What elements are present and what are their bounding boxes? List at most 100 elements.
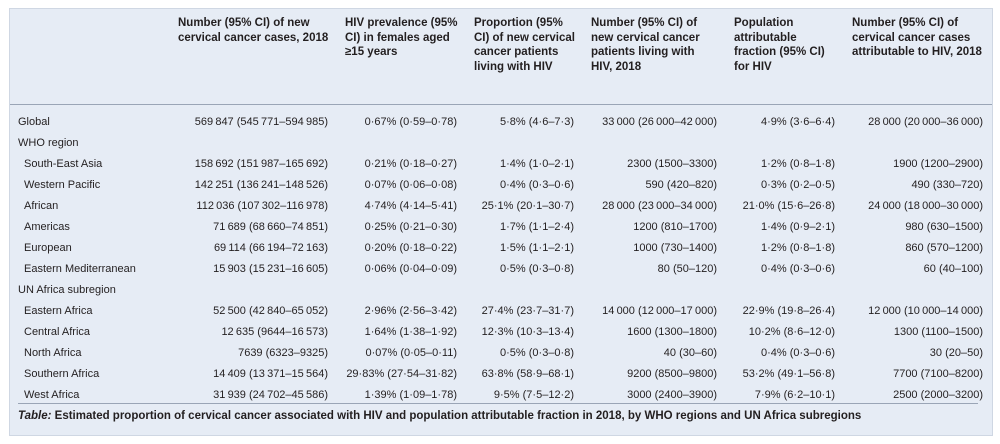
row-label: WHO region	[18, 136, 79, 149]
table-cell: 7700 (7100–8200)	[893, 367, 983, 380]
table-cell: 53·2% (49·1–56·8)	[742, 367, 835, 380]
table-cell: 5·8% (4·6–7·3)	[500, 115, 574, 128]
table-cell	[337, 132, 466, 153]
table-cell: 60 (40–100)	[923, 262, 983, 275]
table-cell: 40 (30–60)	[663, 346, 717, 359]
table-cell: 158 692 (151 987–165 692)	[194, 157, 328, 170]
table-cell: 14 000 (12 000–17 000)	[602, 304, 717, 317]
table-cell	[583, 279, 726, 300]
table-cell: 1·2% (0·8–1·8)	[761, 241, 835, 254]
table-cell: 569 847 (545 771–594 985)	[194, 115, 328, 128]
table-cell: 0·3% (0·2–0·5)	[761, 178, 835, 191]
table-cell: 3000 (2400–3900)	[627, 388, 717, 401]
table-cell	[844, 279, 992, 300]
table-header: Number (95% CI) of new cervical cancer c…	[10, 9, 992, 105]
table-cell: 10·2% (8·6–12·0)	[748, 325, 835, 338]
row-label: Western Pacific	[24, 178, 101, 191]
table-caption: Table: Estimated proportion of cervical …	[18, 403, 978, 423]
table-cell: 1600 (1300–1800)	[627, 325, 717, 338]
table-row: African 112 036 (107 302–116 978) 4·74% (4…	[10, 195, 992, 216]
table-cell: 21·0% (15·6–26·8)	[742, 199, 835, 212]
table-cell: 30 (20–50)	[929, 346, 983, 359]
row-label: North Africa	[24, 346, 82, 359]
table-cell	[466, 132, 583, 153]
data-table: Number (95% CI) of new cervical cancer c…	[10, 9, 992, 405]
table-cell: 0·25% (0·21–0·30)	[364, 220, 457, 233]
table-cell: 1900 (1200–2900)	[893, 157, 983, 170]
header-cell-hiv-prevalence: HIV prevalence (95% CI) in females aged …	[337, 9, 466, 105]
table-cell: 63·8% (58·9–68·1)	[481, 367, 574, 380]
table-cell: 1300 (1100–1500)	[893, 325, 983, 338]
table-cell: 31 939 (24 702–45 586)	[213, 388, 328, 401]
row-label: European	[24, 241, 72, 254]
table-cell: 980 (630–1500)	[905, 220, 983, 233]
table-cell: 33 000 (26 000–42 000)	[602, 115, 717, 128]
table-cell: 7·9% (6·2–10·1)	[754, 388, 835, 401]
table-cell: 12 635 (9644–16 573)	[221, 325, 328, 338]
header-cell-attributable-fraction: Population attributable fraction (95% CI…	[726, 9, 844, 105]
table-row: European 69 114 (66 194–72 163) 0·20% (0·1…	[10, 237, 992, 258]
table-cell: 4·74% (4·14–5·41)	[364, 199, 457, 212]
table-cell: 7639 (6323–9325)	[238, 346, 328, 359]
table-row: North Africa 7639 (6323–9325) 0·07% (0·05–…	[10, 342, 992, 363]
table-cell: 1·7% (1·1–2·4)	[500, 220, 574, 233]
table-cell: 0·4% (0·3–0·6)	[500, 178, 574, 191]
table-row: Eastern Mediterranean 15 903 (15 231–16 6…	[10, 258, 992, 279]
table-cell: 0·21% (0·18–0·27)	[364, 157, 457, 170]
row-label: Eastern Africa	[24, 304, 93, 317]
table-cell: 9200 (8500–9800)	[627, 367, 717, 380]
table-cell: 71 689 (68 660–74 851)	[213, 220, 328, 233]
table-row: Americas 71 689 (68 660–74 851) 0·25% (0·2…	[10, 216, 992, 237]
table-cell: 0·4% (0·3–0·6)	[761, 262, 835, 275]
table-cell: 142 251 (136 241–148 526)	[194, 178, 328, 191]
caption-prefix: Table:	[18, 410, 52, 422]
row-label: African	[24, 199, 59, 212]
table-cell: 1·5% (1·1–2·1)	[500, 241, 574, 254]
row-label: Global	[18, 115, 50, 128]
table-cell: 0·4% (0·3–0·6)	[761, 346, 835, 359]
table-cell: 490 (330–720)	[911, 178, 983, 191]
table-cell	[337, 279, 466, 300]
table-cell: 28 000 (20 000–36 000)	[868, 115, 983, 128]
table-cell: 1·4% (0·9–2·1)	[761, 220, 835, 233]
row-label: South-East Asia	[24, 157, 103, 170]
table-row: South-East Asia 158 692 (151 987–165 692)…	[10, 153, 992, 174]
table-row: Southern Africa 14 409 (13 371–15 564) 29·…	[10, 363, 992, 384]
table-cell: 15 903 (15 231–16 605)	[213, 262, 328, 275]
table-cell: 24 000 (18 000–30 000)	[868, 199, 983, 212]
table-cell: 1·64% (1·38–1·92)	[364, 325, 457, 338]
table-cell: 0·07% (0·05–0·11)	[365, 346, 457, 359]
table-panel: Number (95% CI) of new cervical cancer c…	[9, 8, 993, 436]
table-cell: 22·9% (19·8–26·4)	[742, 304, 835, 317]
caption-text: Estimated proportion of cervical cancer …	[51, 410, 862, 422]
group-header-row: UN Africa subregion	[10, 279, 992, 300]
table-cell: 1·39% (1·09–1·78)	[364, 388, 457, 401]
table-cell: 12 000 (10 000–14 000)	[868, 304, 983, 317]
table-cell	[170, 132, 337, 153]
table-row: West Africa 31 939 (24 702–45 586) 1·39% (…	[10, 384, 992, 405]
table-cell: 52 500 (42 840–65 052)	[213, 304, 328, 317]
header-cell-proportion-hiv: Proportion (95% CI) of new cervical canc…	[466, 9, 583, 105]
table-cell: 1·2% (0·8–1·8)	[761, 157, 835, 170]
table-cell: 28 000 (23 000–34 000)	[602, 199, 717, 212]
table-cell	[170, 279, 337, 300]
table-cell: 29·83% (27·54–31·82)	[346, 367, 457, 380]
table-row: Western Pacific 142 251 (136 241–148 526)…	[10, 174, 992, 195]
table-cell	[466, 279, 583, 300]
table-body: Global 569 847 (545 771–594 985) 0·67% (0·…	[10, 105, 992, 406]
table-cell: 0·67% (0·59–0·78)	[364, 115, 457, 128]
header-cell-new-cases: Number (95% CI) of new cervical cancer c…	[170, 9, 337, 105]
table-cell: 9·5% (7·5–12·2)	[493, 388, 574, 401]
table-cell: 1000 (730–1400)	[633, 241, 717, 254]
table-row: Global 569 847 (545 771–594 985) 0·67% (0·…	[10, 105, 992, 133]
table-cell: 25·1% (20·1–30·7)	[481, 199, 574, 212]
table-cell: 1·4% (1·0–2·1)	[500, 157, 574, 170]
header-cell-label	[10, 9, 170, 105]
row-label: Eastern Mediterranean	[24, 262, 136, 275]
table-cell: 80 (50–120)	[657, 262, 717, 275]
row-label: Americas	[24, 220, 70, 233]
table-cell: 27·4% (23·7–31·7)	[481, 304, 574, 317]
header-cell-patients-with-hiv: Number (95% CI) of new cervical cancer p…	[583, 9, 726, 105]
table-cell: 2·96% (2·56–3·42)	[364, 304, 457, 317]
